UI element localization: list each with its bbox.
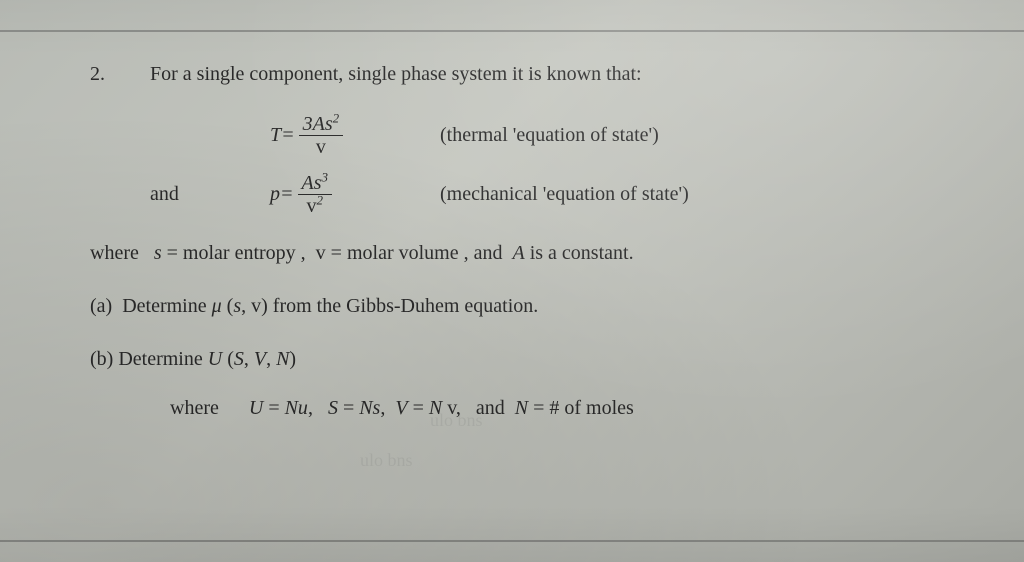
mechanical-denominator: v2 xyxy=(303,195,328,217)
thermal-equation: T = 3As2 v xyxy=(270,113,430,158)
problem-intro-text: For a single component, single phase sys… xyxy=(150,60,642,89)
mechanical-equals: = xyxy=(280,180,294,209)
thermal-equals: = xyxy=(281,121,295,150)
part-b-where: where U = Nu, S = Ns, V = N v, and N = #… xyxy=(170,394,954,423)
problem-page: 2. For a single component, single phase … xyxy=(0,0,1024,562)
thermal-fraction: 3As2 v xyxy=(299,113,344,158)
mechanical-equation: p = As3 v2 xyxy=(270,172,430,217)
problem-body: 2. For a single component, single phase … xyxy=(90,60,954,423)
part-a: (a) Determine μ (s, v) from the Gibbs-Du… xyxy=(90,292,954,321)
thermal-numerator: 3As2 xyxy=(299,113,344,136)
thermal-eq-row: T = 3As2 v (thermal 'equation of state') xyxy=(150,113,954,158)
problem-intro-row: 2. For a single component, single phase … xyxy=(90,60,954,89)
equations-block: T = 3As2 v (thermal 'equation of state')… xyxy=(150,113,954,217)
mechanical-numerator: As3 xyxy=(298,172,333,195)
thermal-denominator: v xyxy=(312,136,330,158)
part-b: (b) Determine U (S, V, N) xyxy=(90,345,954,374)
mechanical-lhs: p xyxy=(270,180,280,209)
problem-number: 2. xyxy=(90,60,150,89)
mechanical-fraction: As3 v2 xyxy=(298,172,333,217)
where-line: where s = molar entropy , v = molar volu… xyxy=(90,239,954,268)
mechanical-desc: (mechanical 'equation of state') xyxy=(430,180,689,209)
thermal-desc: (thermal 'equation of state') xyxy=(430,121,659,150)
mechanical-lead: and xyxy=(150,180,270,209)
thermal-lhs: T xyxy=(270,121,281,150)
mechanical-eq-row: and p = As3 v2 (mechanical 'equation of … xyxy=(150,172,954,217)
